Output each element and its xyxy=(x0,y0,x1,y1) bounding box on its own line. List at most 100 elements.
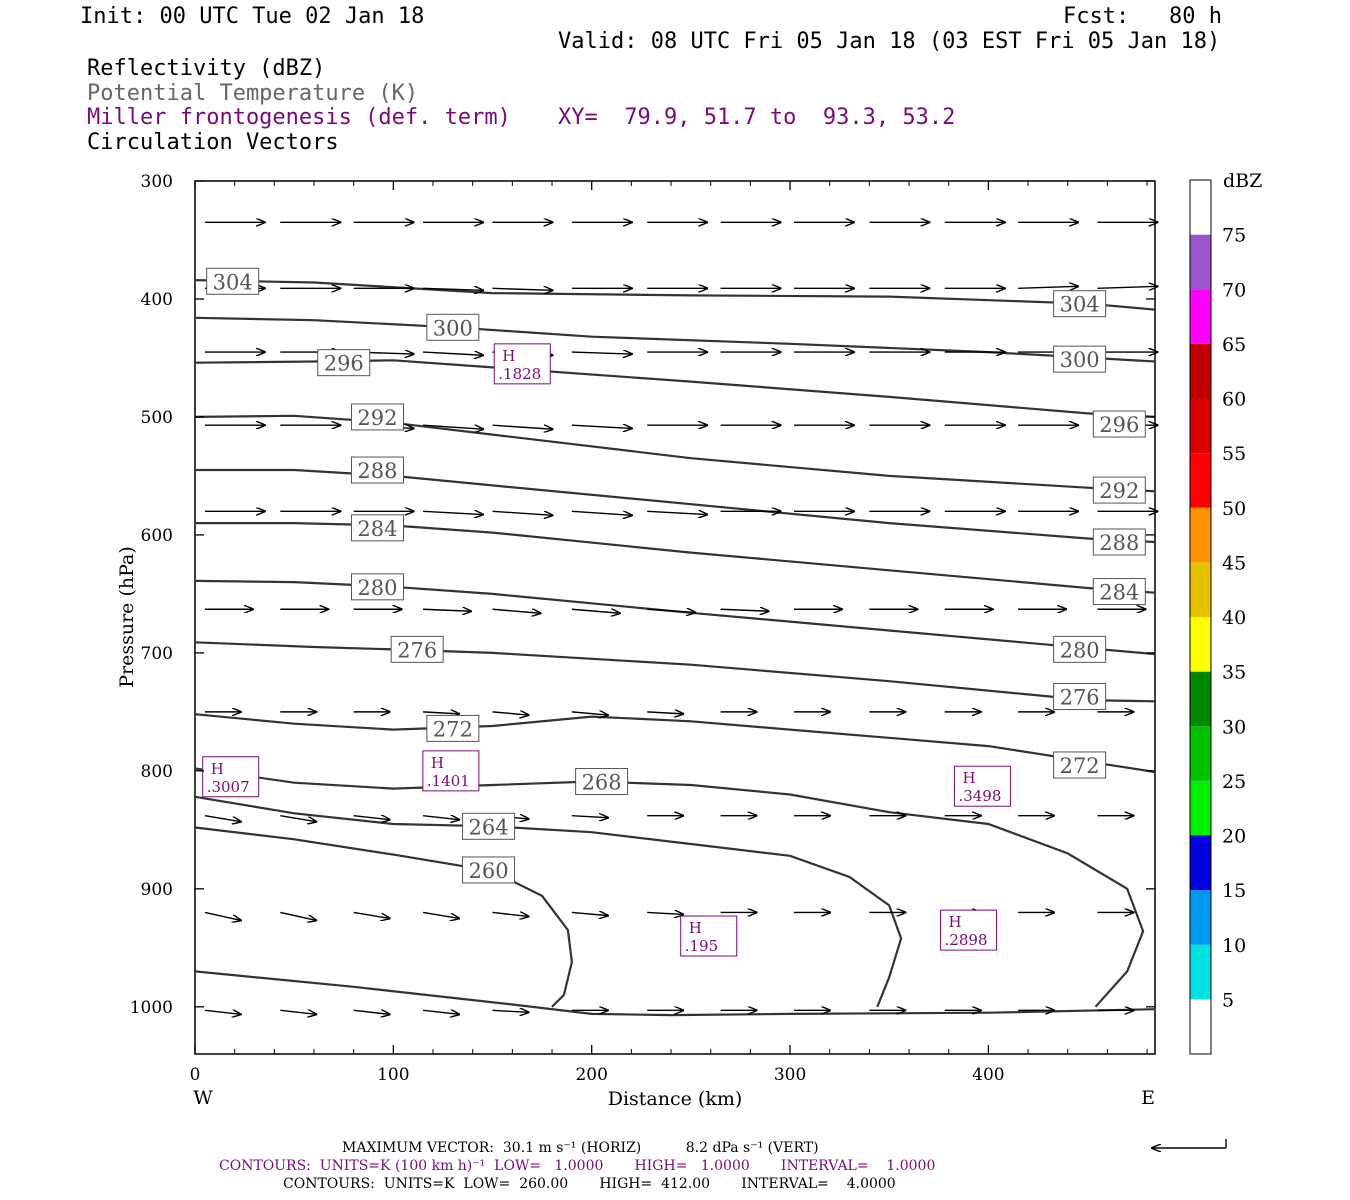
circulation-vector xyxy=(423,511,483,514)
colorbar-unit: dBZ xyxy=(1223,170,1262,192)
colorbar-swatch xyxy=(1190,562,1211,617)
svg-text:300: 300 xyxy=(433,316,473,340)
circulation-vector xyxy=(571,712,608,715)
contour-label: 292 xyxy=(1092,476,1146,504)
colorbar-label: 70 xyxy=(1222,279,1246,301)
colorbar-label: 50 xyxy=(1222,498,1246,520)
colorbar-label: 75 xyxy=(1222,225,1246,247)
svg-text:H: H xyxy=(502,347,515,365)
circulation-vector xyxy=(492,609,541,613)
svg-text:268: 268 xyxy=(582,770,622,794)
colorbar-label: 30 xyxy=(1222,716,1246,738)
colorbar-swatch xyxy=(1190,944,1211,1000)
circulation-vector xyxy=(280,1010,316,1014)
theta-contour-264 xyxy=(194,795,903,1008)
colorbar-swatch xyxy=(1190,180,1211,235)
circulation-vector xyxy=(492,288,553,290)
y-tick-label: 400 xyxy=(141,290,173,310)
circulation-vector xyxy=(647,609,695,612)
svg-text:288: 288 xyxy=(357,459,397,483)
theta-contours xyxy=(194,279,1156,1017)
circulation-vector xyxy=(204,911,241,920)
y-tick-label: 900 xyxy=(141,880,173,900)
circulation-vector xyxy=(280,815,316,822)
y-tick-label: 800 xyxy=(141,762,173,782)
field-frontogenesis: Miller frontogenesis (def. term) xyxy=(87,105,511,130)
x-tick-label: 400 xyxy=(972,1065,1004,1085)
colorbar-label: 10 xyxy=(1222,935,1246,957)
axes: 300 400 500 600 700 800 900 1000 0 100 200 300 400 xyxy=(130,172,1155,1085)
svg-text:H: H xyxy=(689,919,702,937)
field-reflectivity: Reflectivity (dBZ) xyxy=(87,56,326,81)
x-tick-label: 100 xyxy=(377,1065,409,1085)
contour-label: 296 xyxy=(317,349,371,377)
theta-contour-288 xyxy=(195,468,1156,544)
y-tick-label: 300 xyxy=(141,172,173,192)
colorbar-swatch xyxy=(1190,289,1211,344)
circulation-vector xyxy=(492,912,529,916)
y-tick-label: 1000 xyxy=(130,998,173,1018)
plot-frame xyxy=(194,180,1156,1055)
svg-text:292: 292 xyxy=(357,406,397,430)
svg-text:.2898: .2898 xyxy=(945,931,988,949)
theta-contour-260 xyxy=(194,826,574,1008)
circulation-vector xyxy=(647,912,683,914)
colorbar-label: 20 xyxy=(1222,826,1246,848)
circulation-vector xyxy=(571,510,632,515)
svg-text:304: 304 xyxy=(1060,293,1100,317)
circulation-vector xyxy=(423,712,459,714)
contour-label: 300 xyxy=(1053,345,1107,373)
colorbar-swatch xyxy=(1190,726,1211,781)
colorbar-swatch xyxy=(1190,671,1211,727)
colorbar-label: 5 xyxy=(1222,989,1234,1011)
svg-text:288: 288 xyxy=(1099,531,1139,555)
svg-text:296: 296 xyxy=(324,352,364,376)
circulation-vector xyxy=(571,425,632,428)
frontogenesis-contour-note: CONTOURS: UNITS=K (100 km h)⁻¹ LOW= 1.00… xyxy=(219,1158,936,1174)
frontogenesis-high: H.3498 xyxy=(953,765,1011,807)
circulation-vector xyxy=(423,816,459,820)
colorbar-label: 55 xyxy=(1222,443,1246,465)
circulation-vector xyxy=(423,1010,459,1014)
svg-text:284: 284 xyxy=(1099,581,1139,605)
contour-label: 276 xyxy=(1053,683,1107,711)
reflectivity-colorbar: 5 10 15 20 25 30 35 40 45 50 55 60 65 70 75 xyxy=(1189,179,1246,1055)
colorbar-swatch xyxy=(1190,617,1211,672)
theta-contour-304 xyxy=(194,279,1156,311)
y-tick-label: 700 xyxy=(141,644,173,664)
colorbar-swatch xyxy=(1190,398,1211,454)
circulation-vector xyxy=(422,911,459,918)
frontogenesis-high: H.195 xyxy=(680,915,738,957)
y-tick-label: 600 xyxy=(141,526,173,546)
circulation-vector xyxy=(492,510,553,515)
x-tick-label: 0 xyxy=(190,1065,201,1085)
colorbar-swatch xyxy=(1190,835,1211,891)
reference-vector-icon xyxy=(1152,1139,1227,1148)
colorbar-swatch xyxy=(1190,234,1211,290)
circulation-vector xyxy=(720,609,769,611)
circulation-vector xyxy=(647,511,707,514)
frontogenesis-high: H.3007 xyxy=(202,756,260,798)
circulation-vector xyxy=(423,424,483,429)
circulation-vector xyxy=(1097,286,1157,288)
svg-text:.195: .195 xyxy=(685,937,718,955)
contour-label: 268 xyxy=(575,767,629,795)
circulation-vectors xyxy=(204,222,1158,1014)
colorbar-label: 45 xyxy=(1222,552,1246,574)
contour-label: 284 xyxy=(350,514,404,542)
circulation-vector xyxy=(1018,286,1078,288)
svg-text:H: H xyxy=(962,769,975,787)
colorbar-swatch xyxy=(1190,999,1211,1054)
contour-label: 288 xyxy=(1092,528,1146,556)
valid-time: Valid: 08 UTC Fri 05 Jan 18 (03 EST Fri … xyxy=(558,29,1221,54)
cross-section-coords: XY= 79.9, 51.7 to 93.3, 53.2 xyxy=(558,105,956,130)
circulation-vector xyxy=(571,352,632,354)
colorbar-swatch xyxy=(1190,343,1211,399)
contour-label: 292 xyxy=(350,403,404,431)
circulation-vector xyxy=(353,911,390,918)
svg-text:276: 276 xyxy=(1060,686,1100,710)
contour-label: 280 xyxy=(1053,635,1107,663)
svg-text:272: 272 xyxy=(1060,754,1100,778)
theta-contour-surface xyxy=(194,970,1156,1017)
